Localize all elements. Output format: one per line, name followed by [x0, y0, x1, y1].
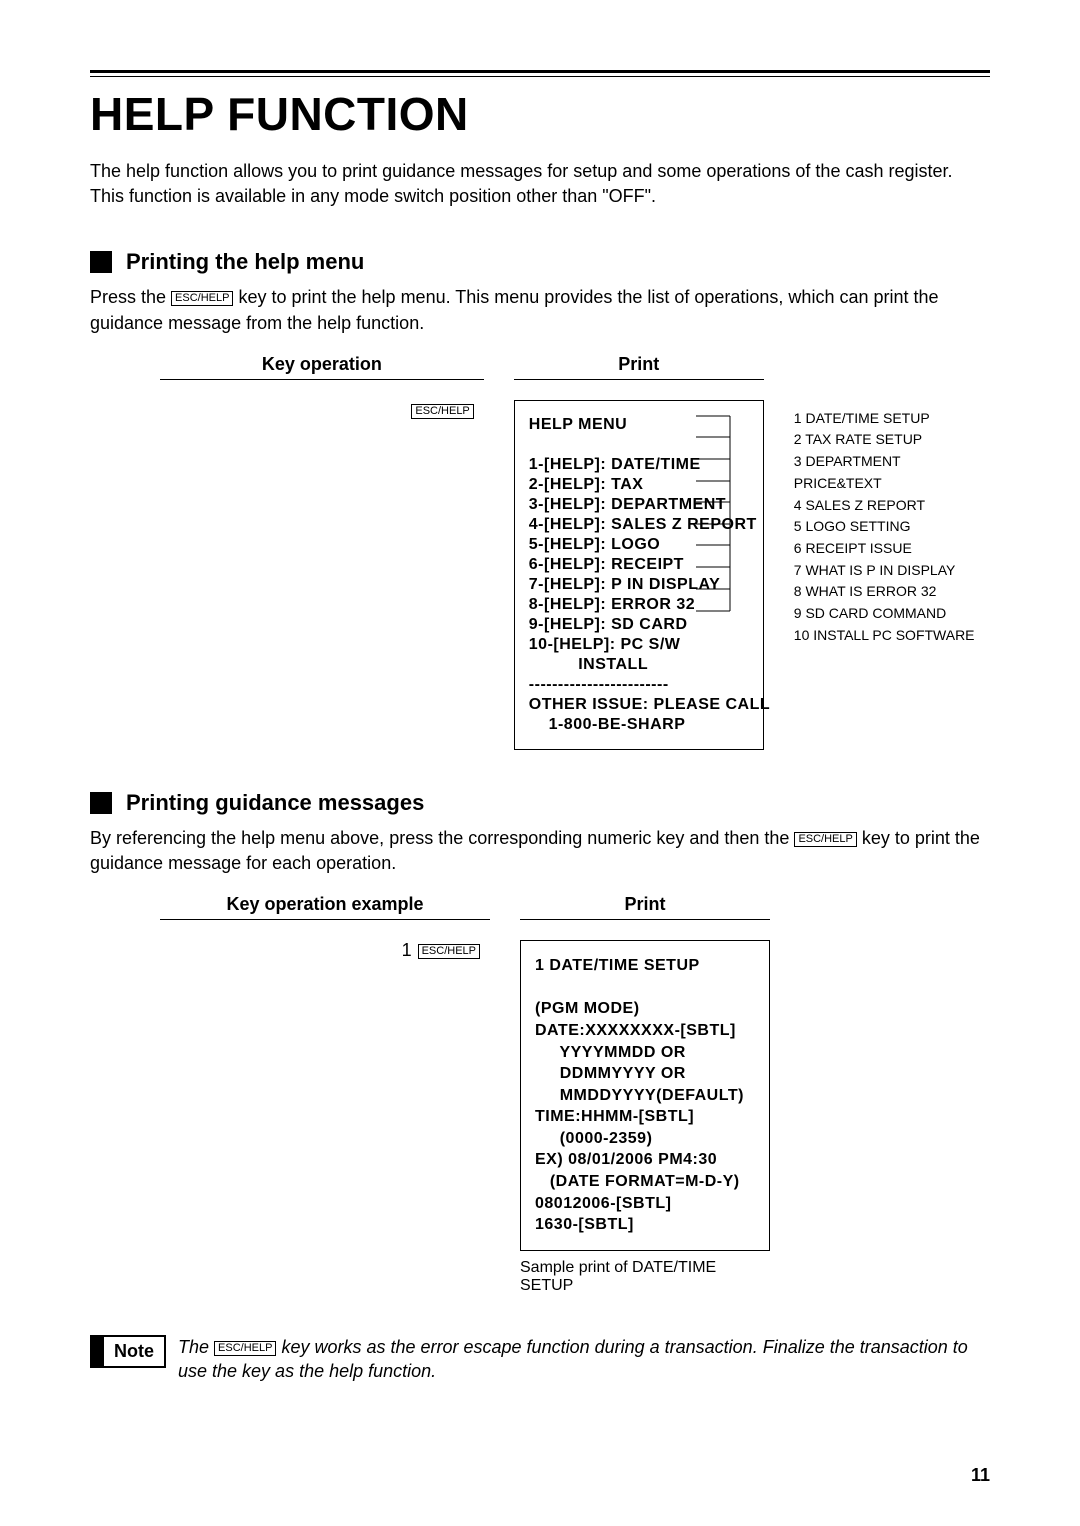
annot-7: 7 WHAT IS P IN DISPLAY: [794, 560, 990, 582]
section2-print-box: 1 DATE/TIME SETUP (PGM MODE) DATE:XXXXXX…: [520, 940, 770, 1251]
section1-heading-text: Printing the help menu: [126, 249, 364, 275]
annot-2: 2 TAX RATE SETUP: [794, 429, 990, 451]
bullet-square-icon: [90, 792, 112, 814]
section1-heading: Printing the help menu: [90, 249, 990, 275]
page-number: 11: [971, 1465, 990, 1486]
section2-caption: Sample print of DATE/TIME SETUP: [520, 1259, 770, 1295]
esc-help-key-icon: ESC/HELP: [794, 832, 856, 847]
annot-3: 3 DEPARTMENT PRICE&TEXT: [794, 451, 990, 494]
esc-help-key-icon: ESC/HELP: [418, 944, 480, 959]
annot-8: 8 WHAT IS ERROR 32: [794, 581, 990, 603]
esc-help-key-icon: ESC/HELP: [214, 1341, 276, 1356]
section1-col-right: 1 DATE/TIME SETUP 2 TAX RATE SETUP 3 DEP…: [794, 354, 990, 647]
section2-print-header: Print: [520, 894, 770, 920]
annot-4: 4 SALES Z REPORT: [794, 495, 990, 517]
note-text-after: key works as the error escape function d…: [178, 1337, 968, 1381]
section2-keyop-prefix: 1: [402, 940, 412, 960]
section1-keyop-row: ESC/HELP: [160, 400, 484, 421]
section1-col-left: Key operation ESC/HELP: [160, 354, 484, 421]
section2-heading: Printing guidance messages: [90, 790, 990, 816]
section2-text-before: By referencing the help menu above, pres…: [90, 828, 794, 848]
section2-keyop-header: Key operation example: [160, 894, 490, 920]
note-text: The ESC/HELP key works as the error esca…: [178, 1335, 990, 1384]
annot-9: 9 SD CARD COMMAND: [794, 603, 990, 625]
annot-5: 5 LOGO SETTING: [794, 516, 990, 538]
intro-text: The help function allows you to print gu…: [90, 159, 990, 209]
annot-6: 6 RECEIPT ISSUE: [794, 538, 990, 560]
section2-keyop-row: 1 ESC/HELP: [160, 940, 490, 961]
section2-text: By referencing the help menu above, pres…: [90, 826, 990, 876]
section1-print-box: HELP MENU 1-[HELP]: DATE/TIME 2-[HELP]: …: [514, 400, 764, 750]
section2-heading-text: Printing guidance messages: [126, 790, 424, 816]
note-block: Note The ESC/HELP key works as the error…: [90, 1335, 990, 1384]
section1-text: Press the ESC/HELP key to print the help…: [90, 285, 990, 335]
annot-1: 1 DATE/TIME SETUP: [794, 408, 990, 430]
section2-col-mid: Print 1 DATE/TIME SETUP (PGM MODE) DATE:…: [520, 894, 770, 1295]
note-text-before: The: [178, 1337, 214, 1357]
section1-col-mid: Print HELP MENU 1-[HELP]: DATE/TIME 2-[H…: [514, 354, 764, 750]
bullet-square-icon: [90, 251, 112, 273]
section1-text-before: Press the: [90, 287, 171, 307]
annot-10: 10 INSTALL PC SOFTWARE: [794, 625, 990, 647]
note-badge: Note: [90, 1335, 166, 1368]
section1-print-header: Print: [514, 354, 764, 380]
section2-columns: Key operation example 1 ESC/HELP Print 1 …: [90, 894, 990, 1295]
section1-columns: Key operation ESC/HELP Print HELP MENU 1…: [90, 354, 990, 750]
section2-col-left: Key operation example 1 ESC/HELP: [160, 894, 490, 961]
page-title: HELP FUNCTION: [90, 87, 990, 141]
section1-keyop-header: Key operation: [160, 354, 484, 380]
top-rule: [90, 70, 990, 77]
esc-help-key-icon: ESC/HELP: [411, 404, 473, 419]
esc-help-key-icon: ESC/HELP: [171, 291, 233, 306]
